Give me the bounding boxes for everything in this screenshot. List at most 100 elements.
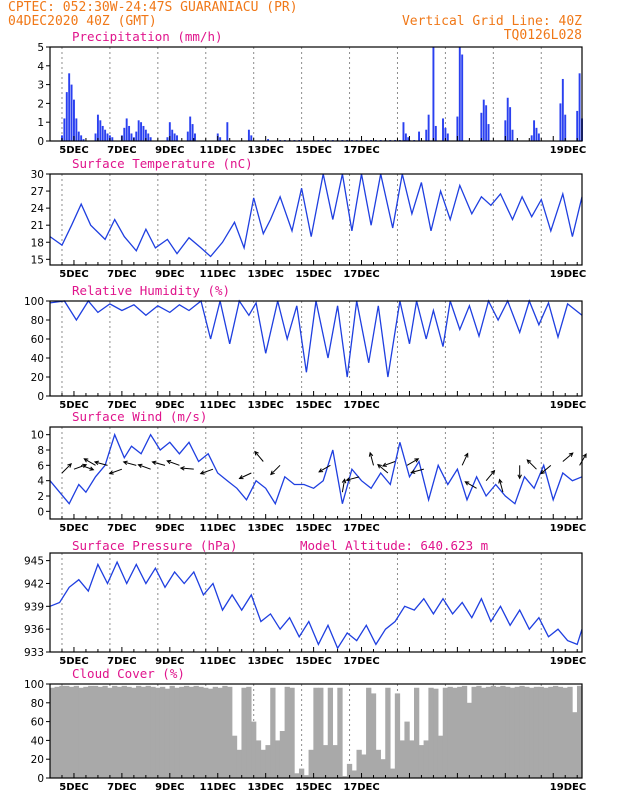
x-tick-label: 11DEC	[200, 145, 236, 156]
wind-arrow-shaft	[461, 453, 469, 466]
y-tick-label: 10	[31, 430, 44, 442]
precip-bar	[576, 110, 579, 141]
wind-arrow-head	[377, 463, 382, 469]
wind-arrow	[179, 466, 194, 471]
precip-bar	[65, 92, 68, 141]
wind-arrow	[108, 468, 123, 475]
wind-arrow-head	[410, 469, 416, 474]
x-tick-label: 9DEC	[155, 782, 184, 793]
x-tick-label: 17DEC	[343, 782, 379, 793]
x-tick-label: 19DEC	[550, 145, 586, 156]
x-tick-label: 13DEC	[247, 269, 283, 280]
cloud-bar	[318, 687, 324, 778]
wind-arrow-shaft	[270, 464, 281, 475]
precip-bar	[166, 137, 169, 141]
precip-bar	[168, 122, 171, 141]
header-model: TQ0126L028	[503, 28, 582, 43]
x-tick-label: 13DEC	[247, 400, 283, 411]
wind-arrow	[238, 472, 252, 480]
panel-frame	[49, 173, 583, 266]
cloud-bar	[193, 685, 199, 778]
wind-arrow-head	[166, 459, 172, 465]
wind-arrow-shaft	[406, 458, 419, 466]
cloud-bar	[83, 686, 89, 778]
x-tick-label: 15DEC	[295, 523, 331, 534]
cloud-bar	[203, 687, 209, 778]
x-tick-label: 9DEC	[155, 656, 184, 667]
cloud-bar	[327, 687, 334, 778]
y-tick-label: 100	[24, 296, 44, 308]
y-tick-label: 21	[31, 220, 44, 232]
wind-arrow	[406, 458, 420, 466]
panel-title: Surface Wind (m/s)	[72, 409, 207, 424]
y-tick-label: 24	[31, 203, 45, 215]
x-tick-label: 7DEC	[107, 269, 136, 280]
y-tick-label: 939	[24, 601, 44, 613]
x-tick-label: 13DEC	[247, 782, 283, 793]
wind-arrow	[199, 468, 214, 475]
cloud-bar	[380, 759, 386, 778]
cloud-bar	[251, 721, 257, 778]
panel-3: 0 2 4 6 8 10 5DEC 7DEC 9DEC 11DEC 13DEC 15DEC 17DEC 1…	[31, 409, 587, 534]
wind-arrow-shaft	[411, 468, 424, 474]
x-tick-label: 5DEC	[59, 656, 88, 667]
precip-bar	[171, 129, 174, 141]
cloud-bar	[217, 687, 223, 778]
wind-arrow	[540, 464, 552, 475]
cloud-bar	[390, 768, 396, 778]
wind-arrow-head	[464, 452, 469, 458]
precip-bar	[456, 116, 459, 141]
precip-bar	[94, 133, 97, 141]
wind-arrow	[485, 469, 496, 481]
wind-arrow-shaft	[540, 464, 552, 475]
precip-bar	[444, 127, 447, 141]
wind-arrow-head	[368, 451, 374, 457]
cloud-bar	[332, 745, 338, 778]
y-tick-label: 4	[37, 61, 44, 73]
precip-bar	[80, 135, 83, 141]
precip-bar	[140, 122, 143, 141]
panel-frame	[49, 426, 583, 520]
x-tick-label: 7DEC	[107, 400, 136, 411]
precip-bar	[446, 133, 449, 141]
y-tick-label: 1	[37, 117, 44, 129]
wind-arrow	[137, 463, 151, 470]
precip-bar	[530, 135, 533, 141]
wind-arrow-head	[582, 453, 587, 459]
wind-arrow-head	[108, 470, 114, 475]
wind-arrow-head	[83, 458, 89, 463]
cloud-bar	[188, 686, 195, 778]
y-tick-label: 0	[37, 773, 44, 785]
precip-bar	[404, 133, 407, 141]
precip-bar	[434, 125, 437, 141]
cloud-bar	[107, 687, 113, 778]
wind-arrow-head	[381, 462, 387, 467]
wind-arrow-head	[67, 463, 72, 468]
wind-arrow-head	[122, 460, 128, 466]
wind-arrow-head	[179, 466, 185, 471]
cloud-bar	[552, 685, 559, 778]
precip-bar	[504, 120, 507, 141]
cloud-bar	[433, 688, 439, 778]
x-tick-label: 13DEC	[247, 656, 283, 667]
cloud-bar	[418, 745, 425, 778]
cloud-bar	[270, 687, 276, 778]
x-tick-label: 17DEC	[343, 523, 379, 534]
cloud-bar	[59, 685, 65, 778]
wind-arrow	[80, 464, 95, 471]
precip-bar	[427, 114, 430, 141]
series-line	[49, 299, 583, 378]
y-tick-label: 40	[31, 353, 44, 365]
cloud-bar	[140, 686, 147, 778]
x-tick-label: 7DEC	[107, 145, 136, 156]
wind-arrow	[517, 465, 522, 480]
cloud-bar	[351, 770, 357, 778]
wind-arrow	[498, 478, 504, 493]
cloud-bar	[102, 685, 108, 778]
precip-bar	[509, 107, 512, 141]
cloud-bar	[207, 688, 214, 778]
cloud-bar	[279, 731, 286, 778]
x-tick-label: 11DEC	[200, 400, 236, 411]
wind-arrow-head	[93, 460, 99, 466]
y-tick-label: 2	[37, 98, 44, 110]
